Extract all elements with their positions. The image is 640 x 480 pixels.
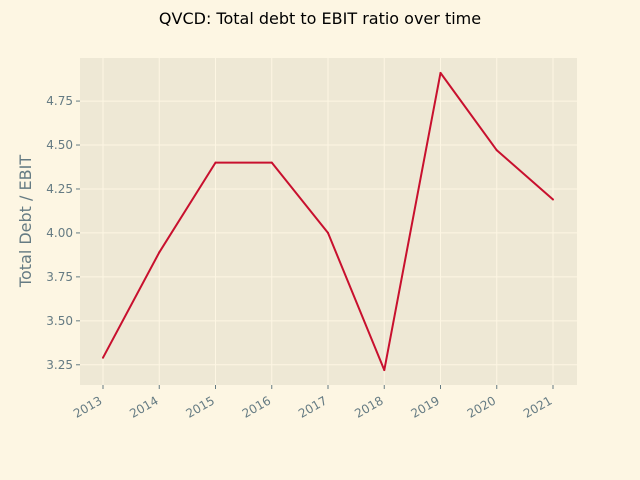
data-point (439, 71, 442, 74)
y-tick-label: 3.25 (46, 358, 73, 372)
data-point (270, 161, 273, 164)
y-tick-label: 4.50 (46, 138, 73, 152)
data-point (552, 198, 554, 201)
x-tick-label: 2017 (296, 393, 329, 420)
data-point (214, 161, 217, 164)
x-tick-label: 2018 (352, 393, 385, 420)
x-tick-label: 2013 (71, 393, 104, 420)
x-tick-label: 2015 (184, 393, 217, 420)
x-tick-label: 2016 (240, 393, 273, 420)
y-tick-label: 3.75 (46, 270, 73, 284)
x-tick-label: 2020 (465, 393, 498, 420)
y-tick-label: 4.00 (46, 226, 73, 240)
series-group (102, 71, 554, 372)
y-tick-label: 4.75 (46, 94, 73, 108)
data-point (495, 149, 498, 152)
data-point (158, 251, 161, 254)
y-axis-label: Total Debt / EBIT (16, 155, 35, 288)
x-tick-label: 2019 (409, 393, 442, 420)
y-tick-label: 3.50 (46, 314, 73, 328)
data-point (327, 231, 329, 234)
x-tick-label: 2014 (127, 393, 160, 420)
x-tick-label: 2021 (521, 393, 554, 420)
y-tick-label: 4.25 (46, 182, 73, 196)
grid-lines (80, 58, 577, 385)
data-point (383, 369, 386, 372)
data-point (102, 356, 104, 359)
x-axis: 2013 2014 2015 2016 2017 2018 2019 2020 2021 (71, 385, 555, 421)
y-axis: 3.25 3.50 3.75 4.00 4.25 4.50 4.75 (46, 94, 80, 372)
chart-title: QVCD: Total debt to EBIT ratio over time (159, 9, 481, 28)
